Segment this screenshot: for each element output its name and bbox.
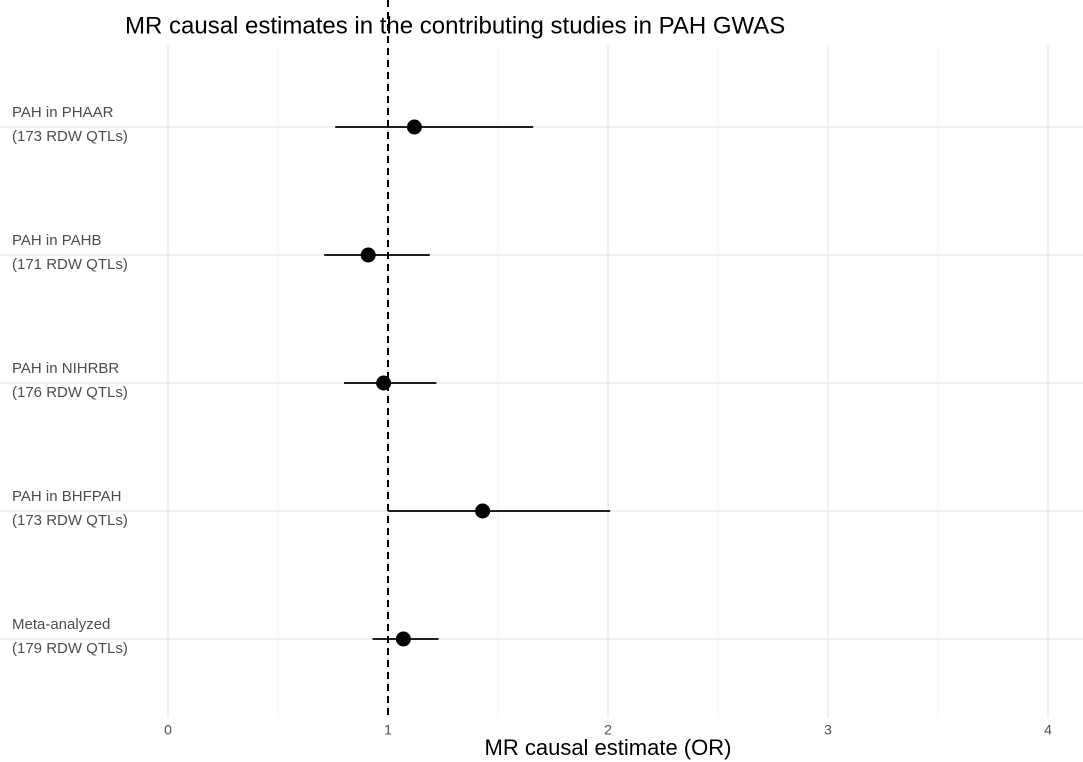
y-tick-label: PAH in PAHB (12, 232, 101, 249)
y-tick-label: (173 RDW QTLs) (12, 128, 128, 145)
y-tick-label: (171 RDW QTLs) (12, 256, 128, 273)
point (376, 375, 392, 391)
x-tick-label: 4 (1044, 722, 1052, 738)
y-tick-label: (176 RDW QTLs) (12, 384, 128, 401)
point (406, 119, 422, 135)
y-tick-label: PAH in PHAAR (12, 104, 114, 121)
y-tick-label: PAH in BHFPAH (12, 488, 121, 505)
x-tick-label: 0 (164, 722, 172, 738)
y-tick-label: PAH in NIHRBR (12, 360, 119, 377)
x-tick-label: 2 (604, 722, 612, 738)
y-tick-label: (173 RDW QTLs) (12, 512, 128, 529)
point (395, 631, 411, 647)
x-tick-label: 1 (384, 722, 392, 738)
chart-title: MR causal estimates in the contributing … (125, 12, 785, 39)
point (475, 503, 491, 519)
x-tick-label: 3 (824, 722, 832, 738)
x-axis-label: MR causal estimate (OR) (485, 735, 732, 760)
point (360, 247, 376, 263)
y-tick-label: (179 RDW QTLs) (12, 640, 128, 657)
y-tick-label: Meta-analyzed (12, 616, 110, 633)
